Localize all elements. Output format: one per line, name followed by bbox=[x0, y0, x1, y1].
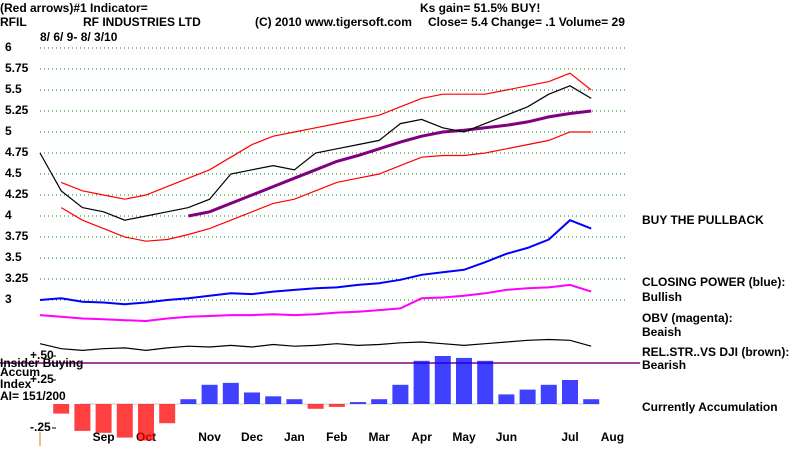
y-tick-label: 4.25 bbox=[5, 187, 29, 201]
y-tick-label: 3.5 bbox=[5, 250, 22, 264]
annotation: BUY THE PULLBACK bbox=[642, 213, 764, 227]
annotation: Beaish bbox=[642, 325, 681, 339]
x-tick-label: Jan bbox=[284, 430, 305, 444]
series-line bbox=[188, 109, 592, 218]
annotation: RFIL bbox=[0, 15, 27, 29]
chart-title: RF INDUSTRIES LTD bbox=[83, 15, 201, 29]
accum-bar bbox=[138, 404, 154, 441]
accum-bar bbox=[456, 357, 472, 404]
x-tick-label: Mar bbox=[369, 430, 391, 444]
annotation: Index bbox=[0, 377, 32, 391]
x-tick-label: Nov bbox=[198, 430, 221, 444]
series-line bbox=[39, 283, 592, 323]
accum-bar bbox=[371, 399, 388, 404]
accum-bar bbox=[519, 389, 536, 404]
x-tick-label: Dec bbox=[241, 430, 263, 444]
accum-bar bbox=[498, 394, 515, 404]
series-line bbox=[39, 85, 592, 221]
y-tick-label: 3.25 bbox=[5, 271, 29, 285]
y-tick-label: 4.75 bbox=[5, 145, 29, 159]
accum-bar bbox=[201, 384, 218, 404]
accum-bar bbox=[328, 404, 345, 407]
annotation: AI= 151/200 bbox=[0, 389, 66, 403]
y-tick-label: 5.75 bbox=[5, 61, 29, 75]
annotation: Accum bbox=[0, 365, 40, 379]
series-line bbox=[60, 72, 592, 200]
annotation: (C) 2010 www.tigersoft.com bbox=[255, 15, 412, 29]
y-tick-label: 5 bbox=[5, 124, 12, 138]
accum-bar bbox=[307, 404, 324, 409]
annotation: CLOSING POWER (blue): bbox=[642, 275, 785, 289]
x-tick-label: Jun bbox=[496, 430, 517, 444]
accum-bar bbox=[583, 399, 600, 404]
y-tick-label: 4.5 bbox=[5, 166, 22, 180]
accum-bar bbox=[286, 399, 303, 404]
annotation: Insider Buying bbox=[0, 356, 83, 370]
accum-bar bbox=[350, 402, 366, 404]
y-tick-label: 3.75 bbox=[5, 229, 29, 243]
annotation: (Red arrows)#1 Indicator= bbox=[0, 1, 148, 15]
accum-bar bbox=[265, 396, 282, 404]
x-tick-label: Feb bbox=[326, 430, 347, 444]
x-tick-label: Aug bbox=[601, 430, 624, 444]
y-tick-label: 6 bbox=[5, 40, 12, 54]
series-line bbox=[60, 131, 592, 242]
accum-bar bbox=[222, 382, 239, 404]
annotation: Ks gain= 51.5% BUY! bbox=[420, 1, 540, 15]
accum-bar bbox=[562, 380, 578, 404]
annotation: Close= 5.4 Change= .1 Volume= 29 bbox=[428, 15, 625, 29]
y-tick-label: 5.5 bbox=[5, 82, 22, 96]
accum-bar bbox=[413, 360, 430, 404]
series-line bbox=[39, 338, 592, 352]
series-line bbox=[39, 219, 592, 306]
annotation: Bearish bbox=[642, 358, 686, 372]
y-tick-label: 4 bbox=[5, 208, 12, 222]
x-tick-label: May bbox=[452, 430, 476, 444]
accum-bar bbox=[159, 404, 176, 424]
accum-bar bbox=[477, 360, 494, 404]
annotation: Bullish bbox=[642, 290, 682, 304]
annotation: 8/ 6/ 9- 8/ 3/10 bbox=[40, 30, 118, 44]
accum-bar bbox=[392, 384, 409, 404]
y2-tick-label: -.25 bbox=[30, 420, 51, 434]
accum-bar bbox=[434, 356, 451, 404]
x-tick-label: Sep bbox=[93, 430, 115, 444]
accum-bar bbox=[244, 392, 260, 404]
accum-bar bbox=[74, 404, 91, 431]
accum-bar bbox=[95, 404, 112, 433]
y-tick-label: 3 bbox=[5, 292, 12, 306]
x-tick-label: Jul bbox=[561, 430, 578, 444]
annotation: OBV (magenta): bbox=[642, 311, 733, 325]
accum-bar bbox=[116, 404, 133, 438]
x-tick-label: Apr bbox=[411, 430, 432, 444]
y2-tick-label: +.50 bbox=[30, 348, 54, 362]
annotation: REL.STR..VS DJI (brown): bbox=[642, 345, 789, 359]
accum-bar bbox=[540, 384, 557, 404]
accum-bar bbox=[53, 404, 70, 414]
annotation: Currently Accumulation bbox=[642, 400, 778, 414]
accum-bar bbox=[180, 399, 197, 404]
y-tick-label: 5.25 bbox=[5, 103, 29, 117]
y2-tick-label: +.25 bbox=[30, 372, 54, 386]
